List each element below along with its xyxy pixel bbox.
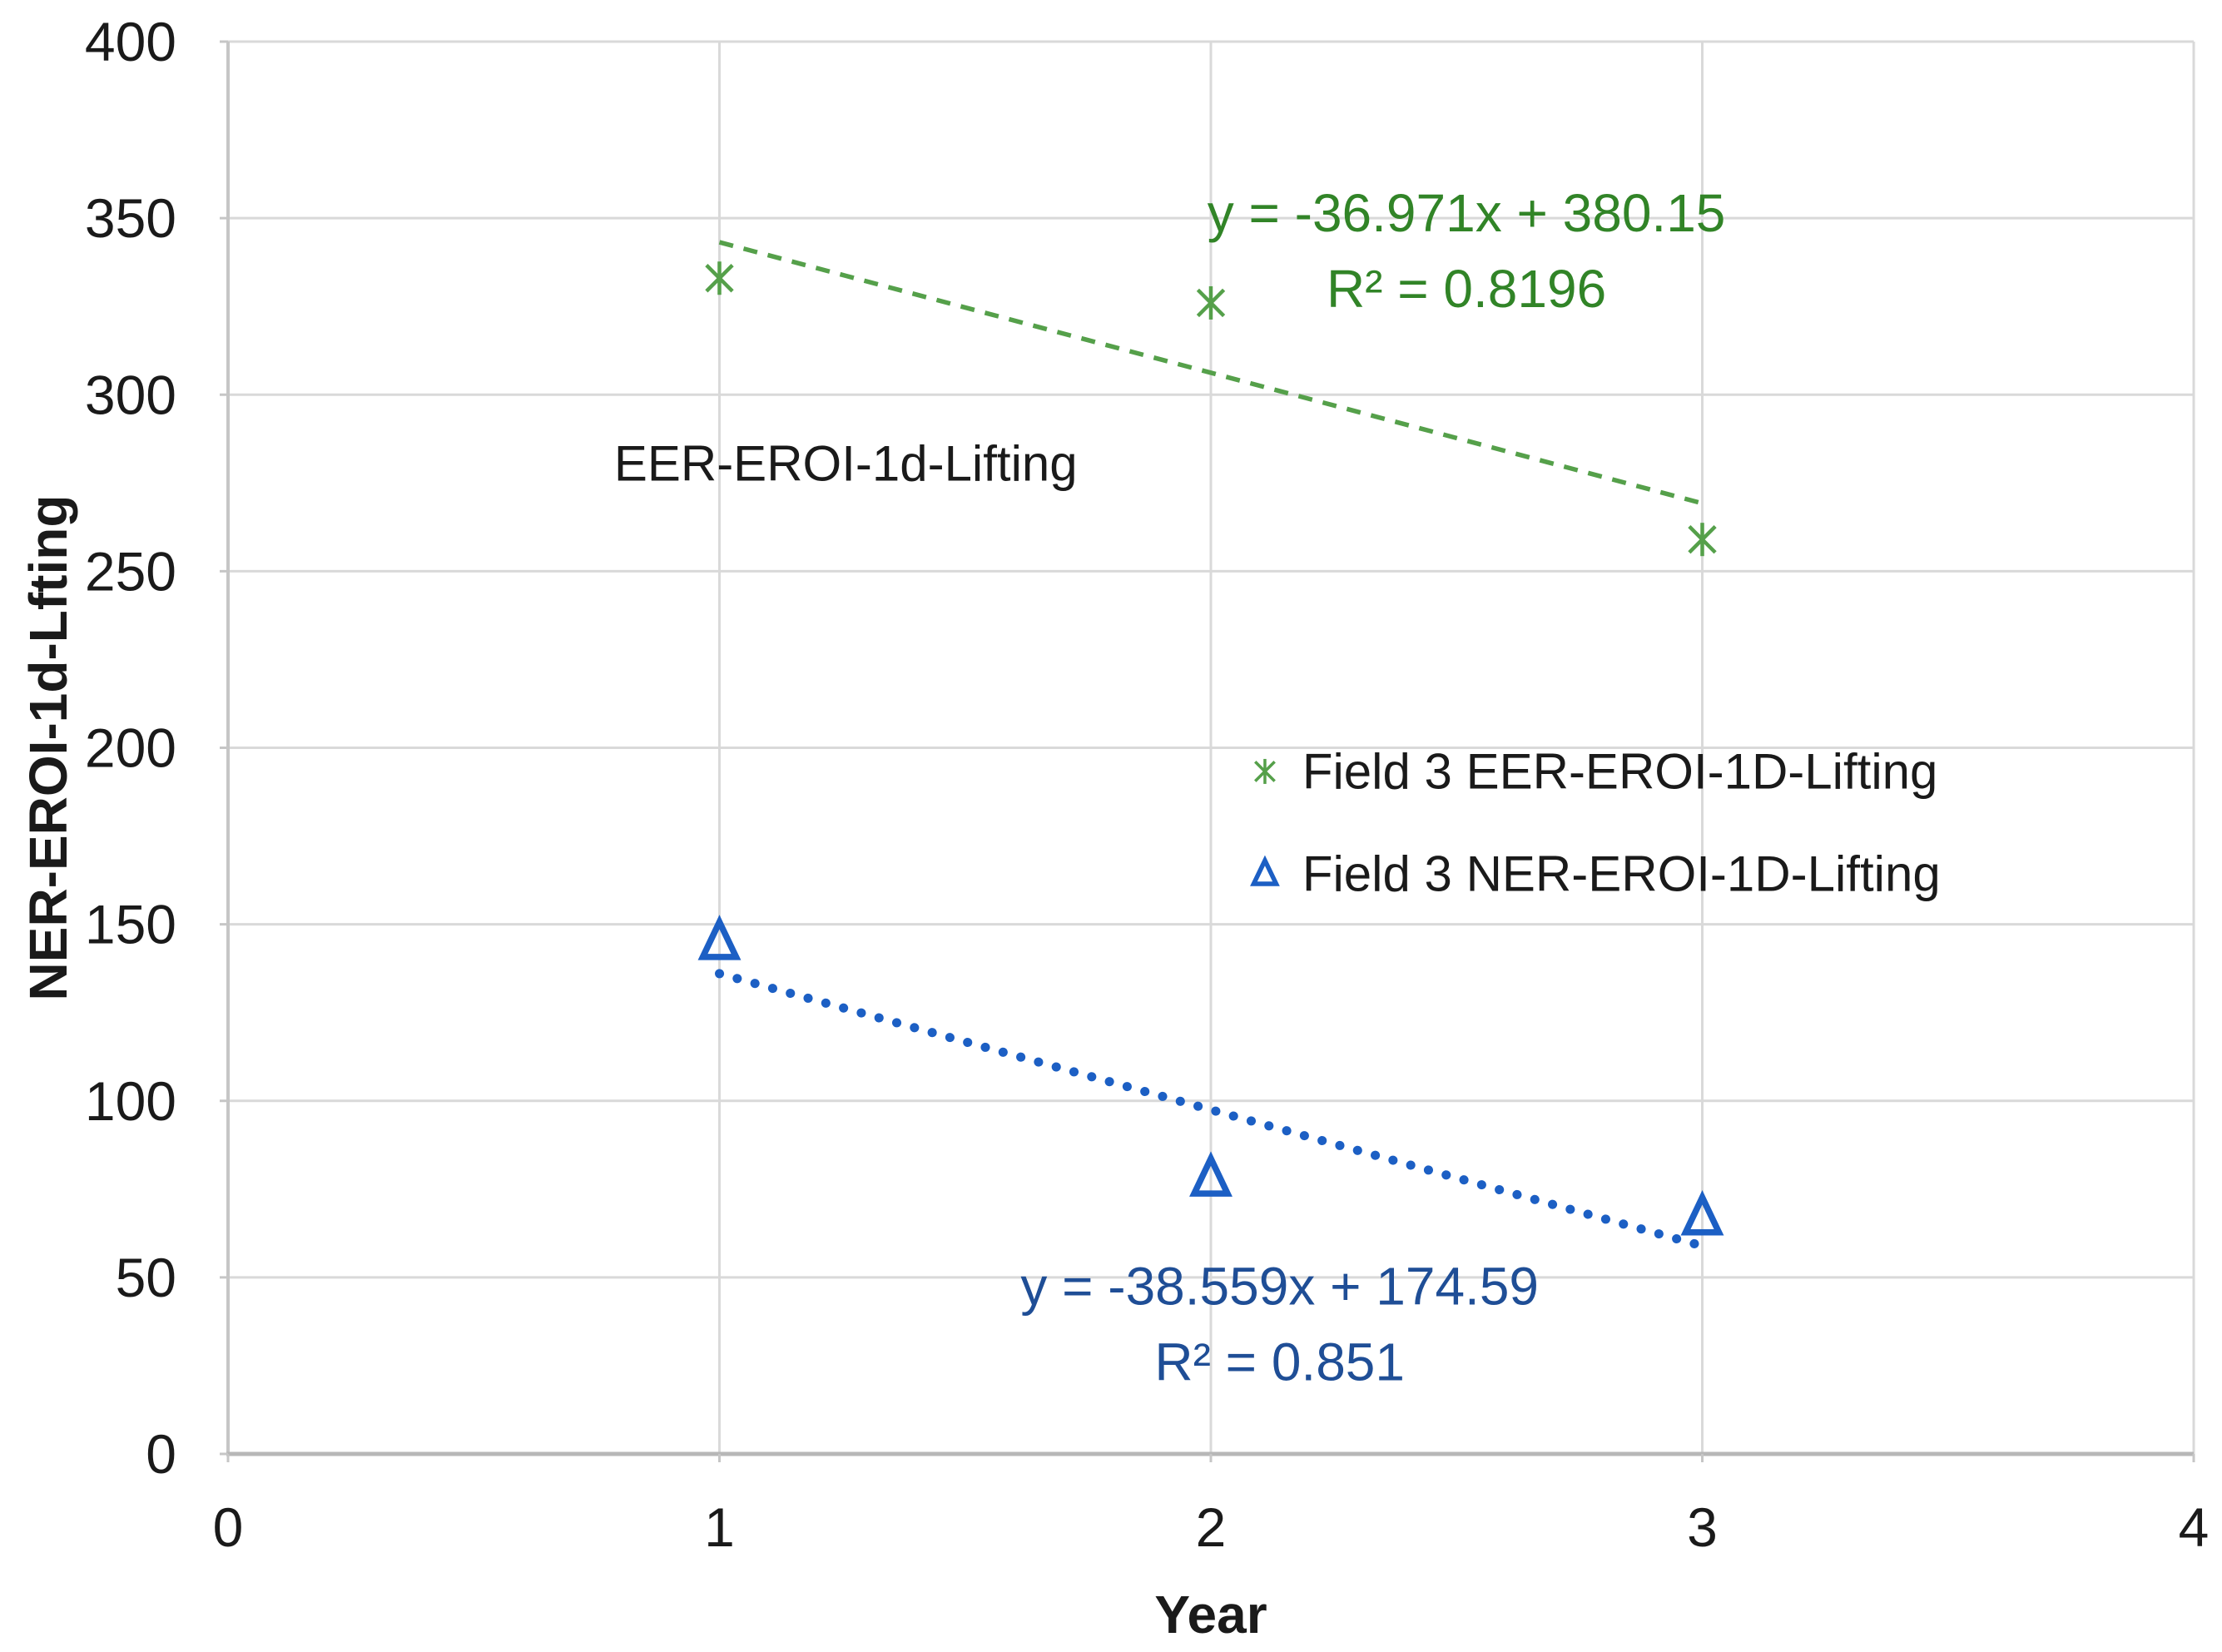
marker-asterisk: [1688, 525, 1717, 554]
x-tick-label: 2: [1196, 1496, 1227, 1558]
asterisk-icon: [1254, 760, 1276, 782]
trendline-ner: [715, 969, 1707, 1251]
x-tick-label: 4: [2179, 1496, 2210, 1558]
legend-item-label: Field 3 NER-EROI-1D-Lifting: [1302, 846, 1941, 901]
trendline-equation-ner: y = -38.559x + 174.59: [1020, 1256, 1539, 1316]
y-tick-label: 100: [85, 1070, 176, 1132]
x-tick-label: 0: [213, 1496, 244, 1558]
marker-asterisk: [1196, 288, 1226, 318]
marker-triangle: [1680, 1190, 1724, 1236]
trendline-equation-eer: y = -36.971x + 380.15: [1208, 183, 1726, 243]
trendline-r2-eer: R² = 0.8196: [1327, 259, 1606, 319]
y-tick-label: 350: [85, 187, 176, 249]
y-tick-label: 50: [116, 1247, 176, 1308]
legend-item-label: Field 3 EER-EROI-1D-Lifting: [1302, 743, 1938, 799]
marker-triangle: [1189, 1151, 1233, 1197]
y-tick-label: 200: [85, 717, 176, 779]
trendline-r2-ner: R² = 0.851: [1154, 1332, 1405, 1392]
marker-asterisk: [705, 264, 734, 293]
y-axis-title: NER-EROI-1d-Lfting: [18, 495, 78, 1001]
marker-triangle: [697, 915, 741, 960]
x-tick-label: 3: [1687, 1496, 1718, 1558]
y-tick-label: 250: [85, 540, 176, 602]
series-label-annotation: EER-EROI-1d-Lifting: [614, 435, 1078, 491]
y-tick-label: 0: [146, 1423, 176, 1485]
x-tick-label: 1: [704, 1496, 735, 1558]
y-tick-label: 150: [85, 894, 176, 955]
triangle-icon: [1250, 855, 1280, 886]
y-tick-label: 300: [85, 364, 176, 425]
trendline-eer: [718, 240, 1704, 506]
y-tick-label: 400: [85, 11, 176, 72]
x-axis-title: Year: [1154, 1585, 1267, 1645]
